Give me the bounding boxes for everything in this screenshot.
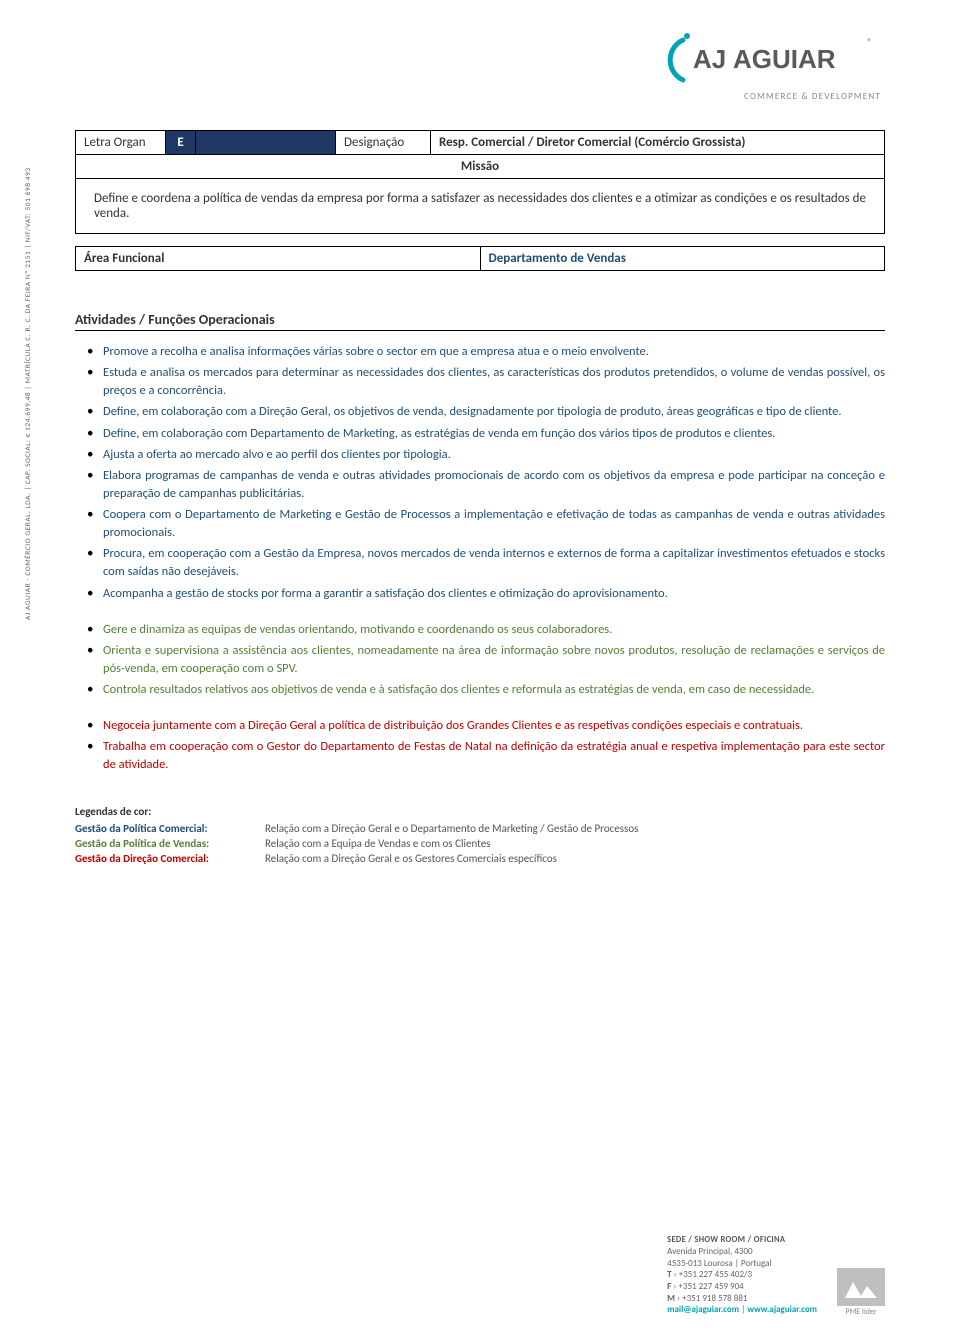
- pme-badge: PME líder: [837, 1268, 885, 1316]
- activity-item: Orienta e supervisiona a assistência aos…: [103, 642, 885, 678]
- footer-fax: F › +351 227 459 904: [667, 1281, 817, 1293]
- footer-tel: T › +351 227 455 402/3: [667, 1269, 817, 1281]
- blank-cell: [196, 131, 336, 155]
- activity-item: Trabalha em cooperação com o Gestor do D…: [103, 738, 885, 774]
- activity-item: Controla resultados relativos aos objeti…: [103, 681, 885, 699]
- activity-item: Ajusta a oferta ao mercado alvo e ao per…: [103, 446, 885, 464]
- footer-heading: SEDE / SHOW ROOM / OFICINA: [667, 1235, 817, 1246]
- legend-block: Legendas de cor: Gestão da Política Come…: [75, 805, 885, 865]
- activity-item: Gere e dinamiza as equipas de vendas ori…: [103, 621, 885, 639]
- side-company-info: AJ AGUIAR - COMÉRCIO GERAL, LDA. | CAP. …: [24, 167, 33, 620]
- footer-addr2: 4535-013 Lourosa | Portugal: [667, 1258, 817, 1270]
- legend-desc: Relação com a Direção Geral e os Gestore…: [265, 852, 557, 865]
- activities-blue: Promove a recolha e analisa informações …: [75, 343, 885, 603]
- footer-links: mail@ajaguiar.com | www.ajaguiar.com: [667, 1304, 817, 1316]
- legend-label: Gestão da Política Comercial:: [75, 822, 265, 835]
- footer-contact: SEDE / SHOW ROOM / OFICINA Avenida Princ…: [667, 1235, 817, 1316]
- area-left: Área Funcional: [76, 247, 481, 271]
- legend-title: Legendas de cor:: [75, 805, 885, 818]
- activity-item: Acompanha a gestão de stocks por forma a…: [103, 585, 885, 603]
- activity-item: Promove a recolha e analisa informações …: [103, 343, 885, 361]
- legend-label: Gestão da Política de Vendas:: [75, 837, 265, 850]
- legend-row: Gestão da Política Comercial:Relação com…: [75, 822, 885, 835]
- letra-value: E: [166, 131, 196, 155]
- legend-row: Gestão da Direção Comercial:Relação com …: [75, 852, 885, 865]
- area-right: Departamento de Vendas: [480, 247, 885, 271]
- activity-item: Define, em colaboração com Departamento …: [103, 425, 885, 443]
- page-footer: SEDE / SHOW ROOM / OFICINA Avenida Princ…: [75, 1235, 885, 1316]
- company-logo: AJ AGUIAR ® COMMERCE & DEVELOPMENT: [665, 32, 885, 102]
- svg-text:PME líder: PME líder: [845, 1307, 877, 1316]
- legend-label: Gestão da Direção Comercial:: [75, 852, 265, 865]
- footer-addr1: Avenida Principal, 4300: [667, 1246, 817, 1258]
- design-label: Designação: [336, 131, 431, 155]
- activity-item: Define, em colaboração com a Direção Ger…: [103, 403, 885, 421]
- missao-label: Missão: [76, 155, 885, 179]
- activities-green: Gere e dinamiza as equipas de vendas ori…: [75, 621, 885, 700]
- footer-mob: M › +351 918 578 881: [667, 1293, 817, 1305]
- area-table: Área Funcional Departamento de Vendas: [75, 246, 885, 271]
- legend-desc: Relação com a Equipa de Vendas e com os …: [265, 837, 491, 850]
- design-value: Resp. Comercial / Diretor Comercial (Com…: [431, 131, 885, 155]
- logo-tagline: COMMERCE & DEVELOPMENT: [665, 91, 885, 102]
- logo-main-text: AJ: [693, 44, 726, 74]
- svg-text:®: ®: [867, 36, 873, 49]
- activity-item: Elabora programas de campanhas de venda …: [103, 467, 885, 503]
- letra-label: Letra Organ: [76, 131, 166, 155]
- activities-red: Negoceia juntamente com a Direção Geral …: [75, 717, 885, 774]
- missao-body: Define e coordena a política de vendas d…: [76, 179, 885, 234]
- activity-item: Procura, em cooperação com a Gestão da E…: [103, 545, 885, 581]
- legend-row: Gestão da Política de Vendas:Relação com…: [75, 837, 885, 850]
- logo-second-text: AGUIAR: [733, 44, 836, 74]
- legend-desc: Relação com a Direção Geral e o Departam…: [265, 822, 638, 835]
- activity-item: Coopera com o Departamento de Marketing …: [103, 506, 885, 542]
- header-table: Letra Organ E Designação Resp. Comercial…: [75, 130, 885, 234]
- activity-item: Estuda e analisa os mercados para determ…: [103, 364, 885, 400]
- activity-item: Negoceia juntamente com a Direção Geral …: [103, 717, 885, 735]
- logo-svg: AJ AGUIAR ®: [665, 32, 885, 84]
- section-title: Atividades / Funções Operacionais: [75, 311, 885, 331]
